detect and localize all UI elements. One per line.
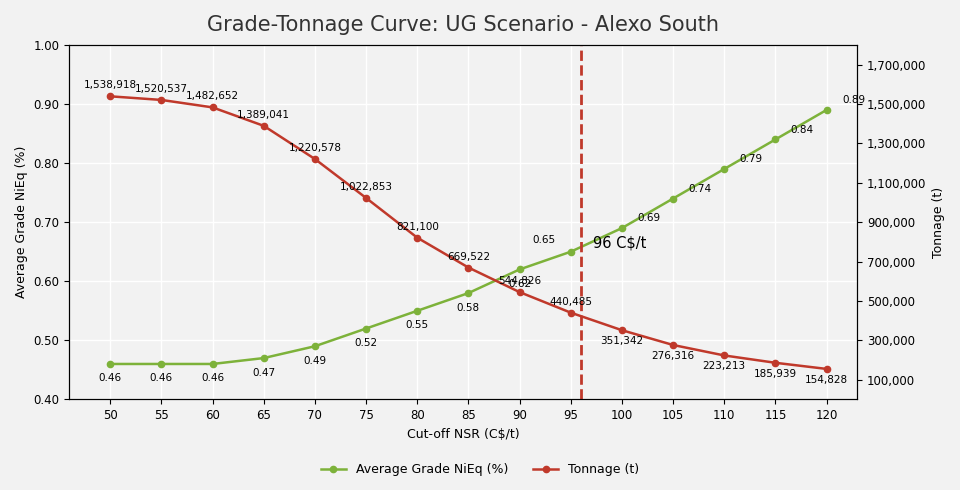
Average Grade NiEq (%) bbox=[718, 166, 730, 172]
Text: 1,520,537: 1,520,537 bbox=[135, 84, 188, 94]
Text: 0.69: 0.69 bbox=[637, 213, 660, 223]
Tonnage (t) bbox=[309, 156, 321, 162]
Tonnage (t) bbox=[105, 94, 116, 99]
Text: 0.89: 0.89 bbox=[842, 95, 865, 105]
Average Grade NiEq (%) bbox=[565, 249, 577, 255]
Average Grade NiEq (%) bbox=[463, 290, 474, 296]
Tonnage (t) bbox=[360, 195, 372, 201]
Average Grade NiEq (%) bbox=[412, 308, 423, 314]
Average Grade NiEq (%) bbox=[156, 361, 167, 367]
Tonnage (t) bbox=[616, 327, 628, 333]
Text: 185,939: 185,939 bbox=[754, 368, 797, 379]
Tonnage (t) bbox=[156, 97, 167, 103]
Text: 1,389,041: 1,389,041 bbox=[237, 110, 290, 120]
Text: 0.62: 0.62 bbox=[508, 279, 531, 289]
Text: 0.74: 0.74 bbox=[688, 184, 711, 194]
Line: Tonnage (t): Tonnage (t) bbox=[108, 93, 829, 372]
Average Grade NiEq (%) bbox=[616, 225, 628, 231]
Text: 276,316: 276,316 bbox=[652, 351, 695, 361]
Y-axis label: Average Grade NiEq (%): Average Grade NiEq (%) bbox=[15, 146, 28, 298]
Line: Average Grade NiEq (%): Average Grade NiEq (%) bbox=[108, 107, 829, 367]
Tonnage (t) bbox=[258, 123, 270, 129]
Text: 544,826: 544,826 bbox=[498, 276, 541, 286]
Text: 0.58: 0.58 bbox=[457, 302, 480, 313]
Text: 351,342: 351,342 bbox=[600, 336, 643, 346]
X-axis label: Cut-off NSR (C$/t): Cut-off NSR (C$/t) bbox=[407, 428, 519, 441]
Tonnage (t) bbox=[667, 342, 679, 348]
Text: 0.47: 0.47 bbox=[252, 368, 276, 377]
Text: 1,220,578: 1,220,578 bbox=[288, 143, 342, 153]
Tonnage (t) bbox=[565, 310, 577, 316]
Legend: Average Grade NiEq (%), Tonnage (t): Average Grade NiEq (%), Tonnage (t) bbox=[316, 458, 644, 481]
Average Grade NiEq (%) bbox=[309, 343, 321, 349]
Text: 0.49: 0.49 bbox=[303, 356, 326, 366]
Tonnage (t) bbox=[718, 352, 730, 358]
Tonnage (t) bbox=[206, 104, 218, 110]
Text: 1,482,652: 1,482,652 bbox=[186, 92, 239, 101]
Title: Grade-Tonnage Curve: UG Scenario - Alexo South: Grade-Tonnage Curve: UG Scenario - Alexo… bbox=[207, 15, 719, 35]
Y-axis label: Tonnage (t): Tonnage (t) bbox=[932, 187, 945, 258]
Average Grade NiEq (%) bbox=[667, 196, 679, 201]
Text: 0.46: 0.46 bbox=[150, 373, 173, 383]
Text: 0.79: 0.79 bbox=[739, 154, 763, 164]
Tonnage (t) bbox=[821, 366, 832, 372]
Average Grade NiEq (%) bbox=[821, 107, 832, 113]
Text: 440,485: 440,485 bbox=[549, 297, 592, 307]
Text: 96 C$/t: 96 C$/t bbox=[593, 235, 647, 250]
Text: 0.46: 0.46 bbox=[99, 373, 122, 383]
Text: 1,022,853: 1,022,853 bbox=[340, 182, 393, 192]
Text: 154,828: 154,828 bbox=[805, 375, 849, 385]
Tonnage (t) bbox=[770, 360, 781, 366]
Text: 0.65: 0.65 bbox=[532, 235, 556, 245]
Text: 1,538,918: 1,538,918 bbox=[84, 80, 136, 90]
Tonnage (t) bbox=[463, 265, 474, 270]
Average Grade NiEq (%) bbox=[105, 361, 116, 367]
Average Grade NiEq (%) bbox=[770, 137, 781, 143]
Tonnage (t) bbox=[514, 289, 525, 295]
Text: 821,100: 821,100 bbox=[396, 222, 439, 232]
Text: 0.46: 0.46 bbox=[201, 373, 224, 383]
Average Grade NiEq (%) bbox=[514, 267, 525, 272]
Text: 223,213: 223,213 bbox=[703, 361, 746, 371]
Average Grade NiEq (%) bbox=[206, 361, 218, 367]
Text: 0.52: 0.52 bbox=[354, 338, 377, 348]
Average Grade NiEq (%) bbox=[258, 355, 270, 361]
Average Grade NiEq (%) bbox=[360, 325, 372, 331]
Text: 0.55: 0.55 bbox=[406, 320, 429, 330]
Text: 0.84: 0.84 bbox=[791, 124, 814, 135]
Tonnage (t) bbox=[412, 235, 423, 241]
Text: 669,522: 669,522 bbox=[446, 252, 490, 262]
